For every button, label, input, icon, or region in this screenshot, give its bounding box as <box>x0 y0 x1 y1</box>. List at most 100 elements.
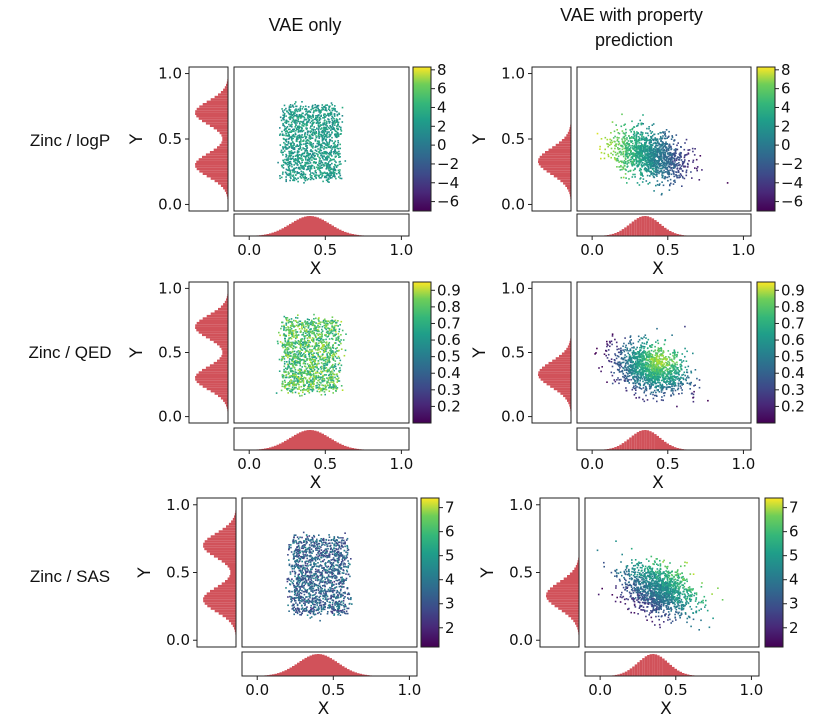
scatter-point <box>283 326 285 328</box>
scatter-point <box>339 143 341 146</box>
scatter-point <box>290 379 292 381</box>
scatter-point <box>283 351 286 353</box>
scatter-point <box>290 121 293 124</box>
marginal-x-bar <box>296 219 299 236</box>
scatter-point <box>284 384 286 387</box>
scatter-point <box>300 127 303 129</box>
scatter-point <box>326 122 328 125</box>
scatter-point <box>287 161 290 164</box>
scatter-point <box>287 352 289 354</box>
scatter-point <box>315 152 318 155</box>
scatter-point <box>659 163 662 166</box>
scatter-point <box>318 156 320 159</box>
scatter-point <box>315 150 318 152</box>
scatter-point <box>624 165 626 167</box>
scatter-point <box>311 345 313 348</box>
scatter-point <box>663 161 666 163</box>
scatter-point <box>670 161 672 163</box>
scatter-point <box>332 146 334 149</box>
scatter-point <box>620 153 622 156</box>
scatter-point <box>650 164 653 166</box>
scatter-point <box>327 384 329 387</box>
scatter-point <box>667 170 670 172</box>
scatter-point <box>332 128 334 130</box>
scatter-point <box>650 153 652 155</box>
scatter-point <box>284 340 287 343</box>
scatter-point <box>329 114 332 116</box>
scatter-point <box>319 333 322 336</box>
scatter-point <box>329 356 331 359</box>
scatter-point <box>297 157 299 159</box>
y-tick-label: 1.0 <box>158 65 182 83</box>
scatter-point <box>658 157 660 159</box>
scatter-point <box>337 164 339 167</box>
scatter-point <box>617 364 620 366</box>
scatter-point <box>291 322 293 325</box>
scatter-point <box>661 160 663 162</box>
scatter-point <box>635 389 637 391</box>
scatter-point <box>298 383 300 386</box>
scatter-point <box>288 116 290 119</box>
scatter-point <box>324 385 326 387</box>
scatter-point <box>311 324 314 326</box>
scatter-point <box>676 144 678 147</box>
scatter-point <box>325 139 327 142</box>
scatter-point <box>299 363 301 365</box>
scatter-point <box>295 138 298 141</box>
scatter-point <box>319 323 322 326</box>
scatter-point <box>692 159 695 162</box>
scatter-point <box>293 112 296 114</box>
scatter-point <box>306 346 309 349</box>
scatter-point <box>336 350 338 352</box>
scatter-point <box>309 127 312 129</box>
scatter-point <box>282 383 284 385</box>
scatter-point <box>281 108 283 110</box>
scatter-point <box>322 172 325 174</box>
scatter-point <box>628 144 631 146</box>
marginal-y-bar <box>214 310 228 313</box>
scatter-point <box>323 148 325 150</box>
scatter-point <box>336 381 338 383</box>
scatter-point <box>670 160 672 162</box>
scatter-point <box>320 336 322 338</box>
scatter-point <box>313 378 315 381</box>
scatter-point <box>642 123 644 125</box>
scatter-point <box>283 355 285 358</box>
scatter-point <box>332 358 335 360</box>
scatter-point <box>319 173 322 176</box>
scatter-point <box>312 377 314 379</box>
scatter-point <box>334 105 336 107</box>
scatter-point <box>304 143 307 145</box>
scatter-point <box>330 174 332 176</box>
scatter-point <box>296 155 299 158</box>
marginal-y-bar <box>213 148 228 151</box>
scatter-point <box>315 327 317 330</box>
scatter-point <box>631 176 634 178</box>
scatter-point <box>318 150 321 153</box>
scatter-point <box>337 123 339 126</box>
scatter-point <box>295 129 297 132</box>
scatter-point <box>326 320 328 322</box>
scatter-point <box>309 141 311 143</box>
scatter-point <box>335 161 337 164</box>
scatter-point <box>675 175 678 177</box>
scatter-point <box>292 333 295 335</box>
scatter-point <box>644 157 646 159</box>
scatter-point <box>331 350 334 353</box>
scatter-point <box>310 125 312 128</box>
colorbar-tick-label: −2 <box>437 155 459 173</box>
scatter-point <box>635 377 638 379</box>
scatter-point <box>334 386 336 389</box>
scatter-point <box>289 176 292 178</box>
scatter-point <box>299 168 301 170</box>
scatter-point <box>318 160 321 163</box>
scatter-point <box>284 387 286 389</box>
scatter-point <box>285 115 287 117</box>
marginal-x-bar <box>279 443 282 450</box>
scatter-point <box>339 359 342 362</box>
column-title-vae-property: VAE with property prediction <box>560 5 708 50</box>
scatter-point <box>292 116 294 119</box>
scatter-point <box>687 166 689 168</box>
scatter-point <box>325 163 328 166</box>
scatter-point <box>280 389 283 392</box>
